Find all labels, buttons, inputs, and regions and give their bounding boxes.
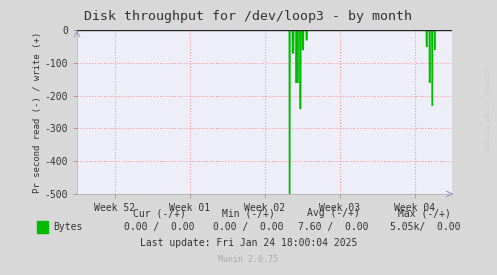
Text: 7.60 /  0.00: 7.60 / 0.00 <box>298 222 368 232</box>
Text: Last update: Fri Jan 24 18:00:04 2025: Last update: Fri Jan 24 18:00:04 2025 <box>140 238 357 248</box>
Text: Bytes: Bytes <box>53 222 83 232</box>
Text: 5.05k/  0.00: 5.05k/ 0.00 <box>390 222 460 232</box>
Text: Max (-/+): Max (-/+) <box>399 208 451 218</box>
Text: 0.00 /  0.00: 0.00 / 0.00 <box>124 222 194 232</box>
Text: Min (-/+): Min (-/+) <box>222 208 275 218</box>
Y-axis label: Pr second read (-) / write (+): Pr second read (-) / write (+) <box>33 31 42 193</box>
Text: Avg (-/+): Avg (-/+) <box>307 208 359 218</box>
Text: Munin 2.0.75: Munin 2.0.75 <box>219 255 278 264</box>
Text: Disk throughput for /dev/loop3 - by month: Disk throughput for /dev/loop3 - by mont… <box>84 10 413 23</box>
Text: Cur (-/+): Cur (-/+) <box>133 208 185 218</box>
Text: RRDTOOL / TOBI OETIKER: RRDTOOL / TOBI OETIKER <box>484 69 489 151</box>
Text: 0.00 /  0.00: 0.00 / 0.00 <box>213 222 284 232</box>
